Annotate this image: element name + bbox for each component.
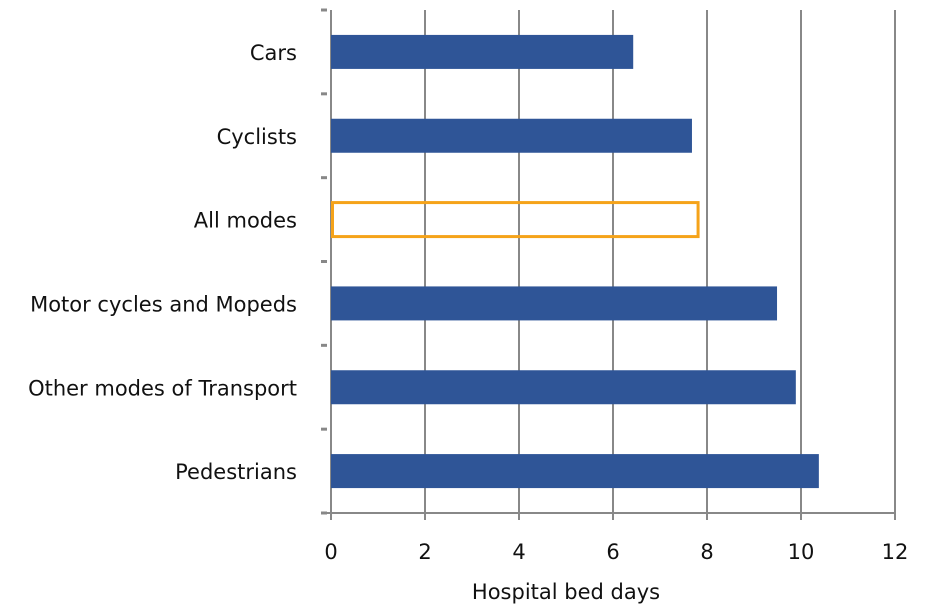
y-tick-label: Other modes of Transport <box>28 376 297 400</box>
x-tick-label: 4 <box>512 540 525 564</box>
bar <box>331 286 778 321</box>
bar <box>331 454 819 489</box>
x-tick-label: 0 <box>324 540 337 564</box>
x-tick-label: 10 <box>788 540 815 564</box>
x-tick-label: 2 <box>418 540 431 564</box>
x-tick-label: 8 <box>700 540 713 564</box>
y-tick-label: Cyclists <box>217 125 297 149</box>
bar <box>331 201 700 239</box>
bar <box>331 34 634 69</box>
y-tick-label: Pedestrians <box>175 460 297 484</box>
bar <box>331 370 796 405</box>
x-tick-label: 12 <box>882 540 909 564</box>
x-tick-label: 6 <box>606 540 619 564</box>
y-tick-label: Cars <box>250 41 297 65</box>
x-axis-title: Hospital bed days <box>472 580 660 604</box>
y-tick-label: All modes <box>194 209 297 233</box>
bar <box>331 118 692 153</box>
y-tick-label: Motor cycles and Mopeds <box>30 292 297 316</box>
